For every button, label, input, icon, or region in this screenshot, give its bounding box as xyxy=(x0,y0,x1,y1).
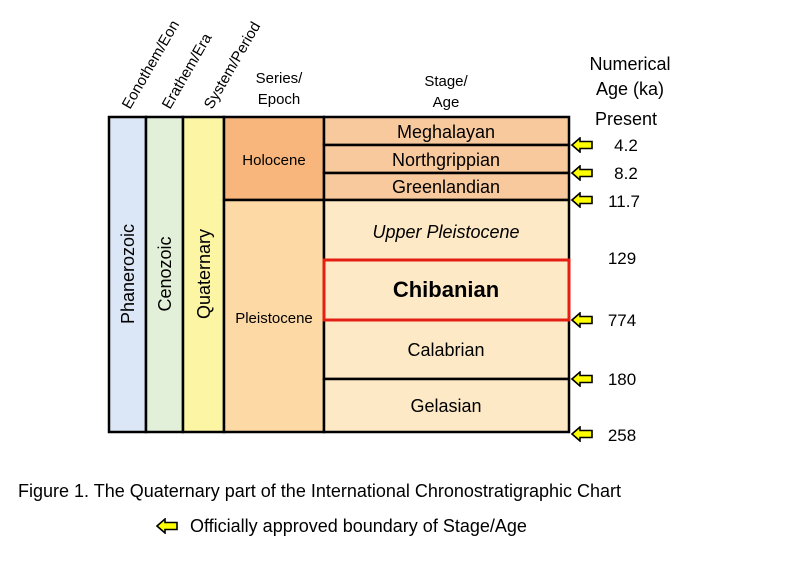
figure-caption: Figure 1. The Quaternary part of the Int… xyxy=(18,481,621,501)
boundary-arrow-icon xyxy=(571,192,593,208)
period-label: Quaternary xyxy=(194,229,214,319)
header-numerical-line2: Age (ka) xyxy=(596,79,664,99)
stage-cell-meghalayan xyxy=(322,115,571,147)
header-numerical-line1: Numerical xyxy=(589,54,670,74)
stage-cell-chibanian xyxy=(322,258,571,322)
stage-cell-gelasian xyxy=(322,377,571,434)
header-stage-line1: Stage/ xyxy=(424,73,468,90)
stage-label-chibanian: Chibanian xyxy=(393,277,499,302)
age-label-8-2: 8.2 xyxy=(614,164,638,183)
era-label: Cenozoic xyxy=(155,236,175,311)
age-label-present: Present xyxy=(595,109,657,129)
header-series-line2: Epoch xyxy=(258,91,301,108)
stage-label-meghalayan: Meghalayan xyxy=(397,122,495,142)
stage-label-greenlandian: Greenlandian xyxy=(392,177,500,197)
boundary-arrow-icon xyxy=(571,137,593,153)
age-label-180: 180 xyxy=(608,370,636,389)
stage-label-upper-pleistocene: Upper Pleistocene xyxy=(372,222,519,242)
legend-arrow-icon xyxy=(156,518,178,534)
stage-label-gelasian: Gelasian xyxy=(410,396,481,416)
legend-text: Officially approved boundary of Stage/Ag… xyxy=(190,516,527,536)
eon-label: Phanerozoic xyxy=(118,224,138,324)
age-label-774: 774 xyxy=(608,311,636,330)
epoch-label-holocene: Holocene xyxy=(242,152,305,169)
stage-label-calabrian: Calabrian xyxy=(407,340,484,360)
eon-column xyxy=(107,115,148,434)
boundary-arrow-icon xyxy=(571,371,593,387)
boundary-arrow-icon xyxy=(571,426,593,442)
stage-cell-northgrippian xyxy=(322,143,571,175)
header-system: System/Period xyxy=(201,19,264,112)
age-label-4-2: 4.2 xyxy=(614,136,638,155)
boundary-arrow-icon xyxy=(571,312,593,328)
header-stage-line2: Age xyxy=(433,94,460,111)
epoch-cell-pleistocene xyxy=(222,198,326,434)
header-series-line1: Series/ xyxy=(256,70,304,87)
stage-cell-greenlandian xyxy=(322,171,571,202)
age-label-258: 258 xyxy=(608,426,636,445)
chibanian-highlight xyxy=(322,258,571,322)
age-label-129: 129 xyxy=(608,249,636,268)
boundary-arrow-icon xyxy=(571,165,593,181)
age-label-11-7: 11.7 xyxy=(608,192,640,211)
stage-label-northgrippian: Northgrippian xyxy=(392,150,500,170)
epoch-label-pleistocene: Pleistocene xyxy=(235,310,313,327)
